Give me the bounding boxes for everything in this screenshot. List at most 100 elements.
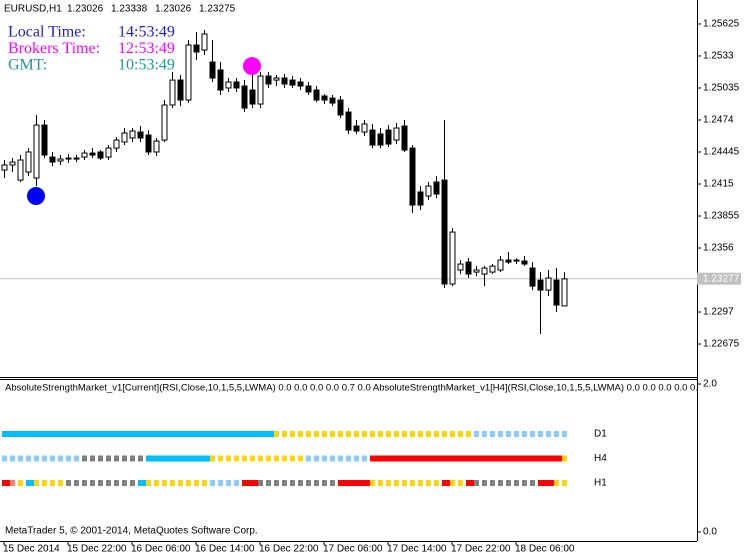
state-cell bbox=[410, 455, 418, 462]
candle-body bbox=[161, 104, 168, 141]
state-cell bbox=[42, 455, 47, 462]
candle-body bbox=[153, 140, 160, 153]
state-cell bbox=[514, 455, 522, 462]
state-cell bbox=[522, 480, 527, 486]
state-cell bbox=[466, 480, 474, 486]
state-cell bbox=[338, 480, 346, 486]
candle-body bbox=[321, 95, 328, 101]
state-cell bbox=[386, 480, 391, 486]
current-price-label: 1.23277 bbox=[703, 273, 740, 284]
state-cell bbox=[258, 455, 263, 462]
candle-body bbox=[137, 131, 144, 139]
state-cell bbox=[394, 455, 402, 462]
state-cell bbox=[442, 480, 450, 486]
candle-body bbox=[409, 147, 416, 206]
state-cell bbox=[74, 455, 79, 462]
state-cell bbox=[306, 480, 311, 486]
state-cell bbox=[10, 455, 15, 462]
candle-body bbox=[385, 129, 392, 145]
state-cell bbox=[242, 431, 250, 437]
row-label: H4 bbox=[594, 453, 607, 464]
state-cell bbox=[274, 431, 279, 437]
state-cell bbox=[306, 455, 311, 462]
state-cell bbox=[530, 480, 535, 486]
state-cell bbox=[234, 480, 239, 486]
state-cell bbox=[186, 455, 194, 462]
state-cell bbox=[282, 455, 287, 462]
state-cell bbox=[538, 480, 546, 486]
candle-body bbox=[33, 124, 40, 179]
state-cell bbox=[434, 431, 439, 437]
clock-label: GMT: bbox=[8, 57, 47, 74]
x-tick-label: 16 Dec 06:00 bbox=[131, 544, 191, 555]
state-cell bbox=[218, 431, 226, 437]
state-cell bbox=[514, 431, 519, 437]
state-cell bbox=[442, 455, 450, 462]
state-cell bbox=[362, 455, 367, 462]
candle-body bbox=[209, 61, 216, 79]
state-cell bbox=[218, 455, 223, 462]
state-cell bbox=[114, 431, 122, 437]
state-cell bbox=[442, 431, 447, 437]
state-cell bbox=[210, 480, 215, 486]
state-cell bbox=[562, 455, 567, 462]
state-cell bbox=[226, 455, 231, 462]
state-cell bbox=[378, 431, 383, 437]
candle-body bbox=[521, 260, 528, 265]
state-cell bbox=[34, 455, 39, 462]
state-cell bbox=[506, 480, 511, 486]
y-tick-label: 2.0 bbox=[703, 379, 717, 390]
indicator-title: AbsoluteStrengthMarket_v1[Current](RSI,C… bbox=[5, 383, 727, 394]
state-cell bbox=[178, 455, 186, 462]
state-cell bbox=[258, 431, 266, 437]
state-cell bbox=[330, 480, 335, 486]
candle-body bbox=[537, 279, 544, 291]
state-cell bbox=[66, 480, 71, 486]
state-cell bbox=[378, 455, 386, 462]
state-cell bbox=[194, 480, 199, 486]
clock-time: 14:53:49 bbox=[118, 24, 175, 41]
candle-body bbox=[273, 77, 280, 81]
state-cell bbox=[530, 431, 535, 437]
candle-body bbox=[73, 157, 80, 160]
state-cell bbox=[362, 480, 370, 486]
state-cell bbox=[298, 455, 303, 462]
candle-body bbox=[465, 261, 472, 275]
state-cell bbox=[106, 480, 111, 486]
state-cell bbox=[114, 480, 119, 486]
candle-body bbox=[489, 265, 496, 273]
state-cell bbox=[522, 431, 527, 437]
state-cell bbox=[186, 480, 191, 486]
state-cell bbox=[290, 480, 295, 486]
candle-body bbox=[449, 231, 456, 285]
candle-body bbox=[353, 125, 360, 132]
state-cell bbox=[538, 431, 543, 437]
state-cell bbox=[482, 455, 490, 462]
y-tick-label: 1.2356 bbox=[703, 243, 734, 254]
state-cell bbox=[114, 455, 119, 462]
state-cell bbox=[234, 455, 239, 462]
candle-body bbox=[417, 191, 424, 206]
current-price-box bbox=[697, 272, 741, 285]
state-cell bbox=[562, 480, 567, 486]
state-cell bbox=[178, 431, 186, 437]
state-cell bbox=[122, 480, 127, 486]
state-cell bbox=[250, 455, 255, 462]
state-cell bbox=[498, 455, 506, 462]
candle-body bbox=[185, 44, 192, 101]
state-cell bbox=[474, 431, 479, 437]
x-tick-label: 15 Dec 22:00 bbox=[67, 544, 127, 555]
candle-body bbox=[441, 179, 448, 285]
state-cell bbox=[10, 431, 18, 437]
state-cell bbox=[74, 480, 79, 486]
state-cell bbox=[186, 431, 194, 437]
state-cell bbox=[290, 431, 295, 437]
header-high: 1.23338 bbox=[111, 4, 148, 15]
state-cell bbox=[450, 455, 458, 462]
candle-body bbox=[281, 77, 288, 85]
state-cell bbox=[498, 480, 503, 486]
state-cell bbox=[138, 431, 146, 437]
candle-body bbox=[257, 75, 264, 105]
candle-body bbox=[57, 158, 64, 162]
state-cell bbox=[194, 431, 202, 437]
